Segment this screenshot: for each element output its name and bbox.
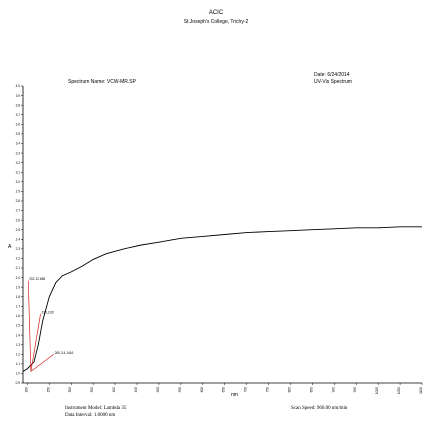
y-tick-label: 2.3 [16,247,21,251]
x-tick-label: 200 [24,387,28,393]
y-tick-label: 1.6 [16,314,21,318]
y-tick-label: 3.1 [16,170,21,174]
y-tick-label: 3.2 [16,161,21,165]
x-tick-label: 250 [46,387,50,393]
institution-name: St.Joseph's College, Trichy-2 [183,19,249,25]
y-tick-label: 1.5 [16,324,21,328]
y-tick-label: 3.4 [16,142,21,146]
y-tick-label: 1.9 [16,285,21,289]
report-title: ACIC [208,10,224,16]
spectrum-name: Spectrum Name: VCW-MR.SP [68,79,136,85]
x-tick-label: 700 [244,387,248,393]
instrument-model: Instrument Model: Lambda 35 [65,406,127,411]
x-tick-label: 950 [353,387,357,393]
report-date: Date: 6/24/2014 [314,72,350,78]
y-tick-label: 2.6 [16,218,21,222]
x-tick-label: 850 [309,387,313,393]
y-tick-label: 3.0 [16,180,21,184]
x-axis: 200 250 300 350 400 450 500 550 600 650 700 750 800 8… [23,382,423,394]
y-tick-label: 2.2 [16,257,21,261]
x-tick-label: 900 [331,387,335,393]
x-tick-label: 550 [178,387,182,393]
x-tick-label: 1100 [419,387,423,394]
y-tick-label: 0.9 [16,381,21,385]
y-tick-label: 1.8 [16,295,21,299]
x-tick-label: 500 [156,387,160,393]
x-tick-label: 300 [68,387,72,393]
peak-marker-line [30,313,41,372]
x-tick-label: 600 [200,387,204,393]
y-axis-label: A [8,244,12,250]
x-tick-label: 650 [222,387,226,393]
peak-label: 260,3.4,1416 [55,351,74,355]
y-tick-label: 1.1 [16,362,21,366]
x-axis-label: nm [231,392,238,398]
y-tick-label: 3.5 [16,132,21,136]
x-tick-label: 400 [112,387,116,393]
y-tick-label: 1.0 [16,372,21,376]
y-tick-label: 2.8 [16,199,21,203]
x-tick-label: 800 [287,387,291,393]
y-tick-label: 3.7 [16,113,21,117]
y-tick-label: 1.2 [16,352,21,356]
peak-label: 202,12.658 [29,277,45,281]
x-tick-label: 750 [266,387,270,393]
scan-speed: Scan Speed: 960.00 nm/min [291,406,348,411]
y-tick-label: 4.0 [16,84,21,88]
y-tick-label: 2.9 [16,190,21,194]
spectrum-curve [22,226,422,372]
x-tick-label: 350 [90,387,94,393]
y-tick-label: 3.8 [16,103,21,107]
x-tick-label: 1050 [397,387,401,394]
data-interval: Data Interval: 1.0000 nm [65,413,116,418]
peak-marker-line [30,353,54,372]
y-tick-label: 1.7 [16,305,21,309]
plot-area: 202,12.658 230,2.60 260,3.4,1416 [22,226,422,372]
y-tick-label: 2.5 [16,228,21,232]
y-tick-label: 1.3 [16,343,21,347]
y-tick-label: 2.4 [16,237,21,241]
x-tick-label: 1000 [375,387,379,394]
x-tick-label: 450 [134,387,138,393]
y-axis: 0.9 1.0 1.1 1.2 1.3 1.4 1.5 1.6 1.7 1.8 1.9 2.0 2.1 2… [16,84,24,385]
y-tick-label: 2.1 [16,266,21,270]
y-tick-label: 3.3 [16,151,21,155]
y-tick-label: 2.7 [16,209,21,213]
y-tick-label: 1.4 [16,333,21,337]
y-tick-label: 3.9 [16,94,21,98]
spectrum-type: UV-Vis Spectrum [314,79,352,85]
peak-label: 230,2.60 [42,311,55,315]
peak-marker-line [27,280,32,372]
y-tick-label: 2.0 [16,276,21,280]
y-tick-label: 3.6 [16,123,21,127]
